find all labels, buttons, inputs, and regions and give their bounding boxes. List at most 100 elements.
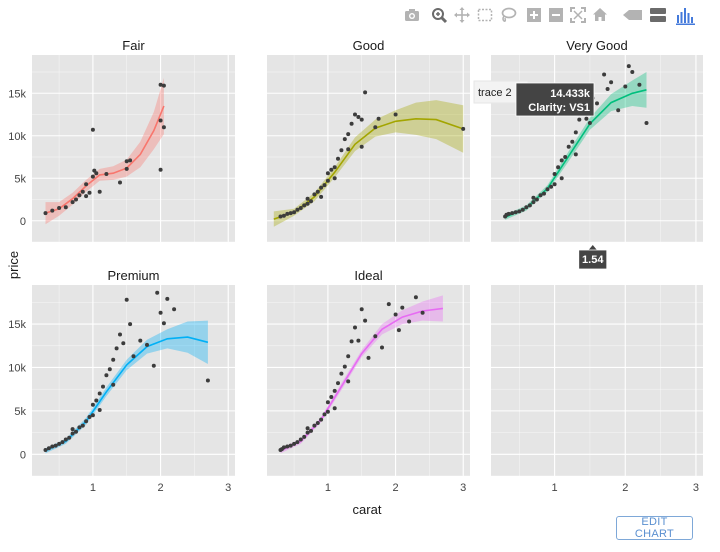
- data-point[interactable]: [97, 189, 102, 194]
- data-point[interactable]: [584, 116, 589, 121]
- data-point[interactable]: [90, 127, 95, 132]
- data-point[interactable]: [94, 398, 99, 403]
- data-point[interactable]: [322, 183, 327, 188]
- data-point[interactable]: [626, 64, 631, 69]
- data-point[interactable]: [43, 448, 48, 452]
- data-point[interactable]: [80, 189, 85, 194]
- data-point[interactable]: [616, 108, 621, 113]
- data-point[interactable]: [63, 437, 68, 442]
- data-point[interactable]: [107, 367, 112, 372]
- data-point[interactable]: [386, 302, 391, 307]
- data-point[interactable]: [158, 167, 163, 172]
- data-point[interactable]: [288, 211, 293, 216]
- data-point[interactable]: [309, 428, 313, 433]
- data-point[interactable]: [538, 193, 543, 198]
- data-point[interactable]: [60, 440, 65, 445]
- data-point[interactable]: [393, 312, 398, 317]
- data-point[interactable]: [281, 213, 286, 218]
- data-point[interactable]: [57, 206, 62, 210]
- data-point[interactable]: [155, 290, 160, 295]
- data-point[interactable]: [118, 180, 122, 185]
- data-point[interactable]: [124, 159, 129, 164]
- data-point[interactable]: [349, 121, 354, 126]
- data-point[interactable]: [325, 178, 330, 183]
- data-point[interactable]: [329, 167, 334, 172]
- data-point[interactable]: [346, 147, 351, 152]
- data-point[interactable]: [104, 373, 109, 378]
- data-point[interactable]: [90, 402, 95, 407]
- data-point[interactable]: [138, 338, 143, 343]
- data-point[interactable]: [332, 165, 337, 170]
- zoom-in-icon[interactable]: [525, 6, 543, 31]
- data-point[interactable]: [563, 155, 568, 159]
- data-point[interactable]: [461, 126, 466, 131]
- data-point[interactable]: [84, 419, 89, 424]
- data-point[interactable]: [292, 210, 297, 215]
- data-point[interactable]: [319, 194, 324, 199]
- data-point[interactable]: [158, 82, 163, 87]
- data-point[interactable]: [70, 431, 75, 436]
- data-point[interactable]: [342, 137, 347, 142]
- data-point[interactable]: [312, 423, 317, 428]
- lasso-icon[interactable]: [499, 6, 517, 31]
- data-point[interactable]: [637, 82, 642, 87]
- data-point[interactable]: [50, 444, 55, 449]
- data-point[interactable]: [517, 209, 522, 214]
- autoscale-icon[interactable]: [569, 6, 587, 31]
- data-point[interactable]: [325, 171, 330, 176]
- data-point[interactable]: [53, 443, 58, 448]
- data-point[interactable]: [602, 72, 607, 77]
- data-point[interactable]: [158, 310, 163, 315]
- data-point[interactable]: [373, 334, 378, 339]
- data-point[interactable]: [77, 193, 82, 198]
- data-point[interactable]: [151, 363, 156, 368]
- data-point[interactable]: [520, 207, 525, 212]
- data-point[interactable]: [559, 158, 564, 163]
- data-point[interactable]: [97, 408, 102, 412]
- data-point[interactable]: [87, 190, 92, 195]
- pan-icon[interactable]: [453, 6, 471, 31]
- data-point[interactable]: [295, 207, 300, 212]
- data-point[interactable]: [90, 174, 95, 179]
- data-point[interactable]: [556, 165, 561, 170]
- plot-area[interactable]: [491, 285, 703, 476]
- data-point[interactable]: [309, 199, 313, 204]
- data-point[interactable]: [161, 83, 166, 88]
- data-point[interactable]: [329, 395, 334, 399]
- data-point[interactable]: [559, 176, 564, 181]
- data-point[interactable]: [319, 185, 324, 190]
- data-point[interactable]: [161, 321, 166, 326]
- hover-closest-icon[interactable]: [622, 6, 643, 31]
- data-point[interactable]: [336, 156, 340, 161]
- data-point[interactable]: [312, 192, 317, 197]
- data-point[interactable]: [172, 307, 177, 312]
- data-point[interactable]: [332, 176, 337, 181]
- data-point[interactable]: [145, 342, 149, 347]
- plot-area[interactable]: [267, 55, 470, 242]
- data-point[interactable]: [339, 148, 344, 153]
- plot-area[interactable]: [32, 55, 235, 242]
- data-point[interactable]: [363, 90, 368, 95]
- data-point[interactable]: [342, 364, 347, 369]
- data-point[interactable]: [336, 381, 340, 386]
- data-point[interactable]: [305, 196, 310, 201]
- camera-icon[interactable]: [403, 6, 421, 31]
- data-point[interactable]: [346, 379, 351, 384]
- data-point[interactable]: [322, 412, 327, 417]
- data-point[interactable]: [573, 152, 578, 157]
- data-point[interactable]: [90, 413, 95, 418]
- data-point[interactable]: [285, 211, 290, 216]
- data-point[interactable]: [128, 158, 133, 163]
- data-point[interactable]: [158, 118, 163, 123]
- plot-area[interactable]: [267, 285, 470, 476]
- data-point[interactable]: [420, 310, 425, 315]
- data-point[interactable]: [128, 322, 133, 327]
- data-point[interactable]: [57, 441, 62, 446]
- data-point[interactable]: [50, 208, 55, 213]
- data-point[interactable]: [67, 435, 72, 440]
- data-point[interactable]: [527, 203, 532, 208]
- data-point[interactable]: [74, 429, 78, 434]
- data-point[interactable]: [292, 441, 297, 446]
- data-point[interactable]: [552, 172, 557, 176]
- data-point[interactable]: [305, 201, 310, 206]
